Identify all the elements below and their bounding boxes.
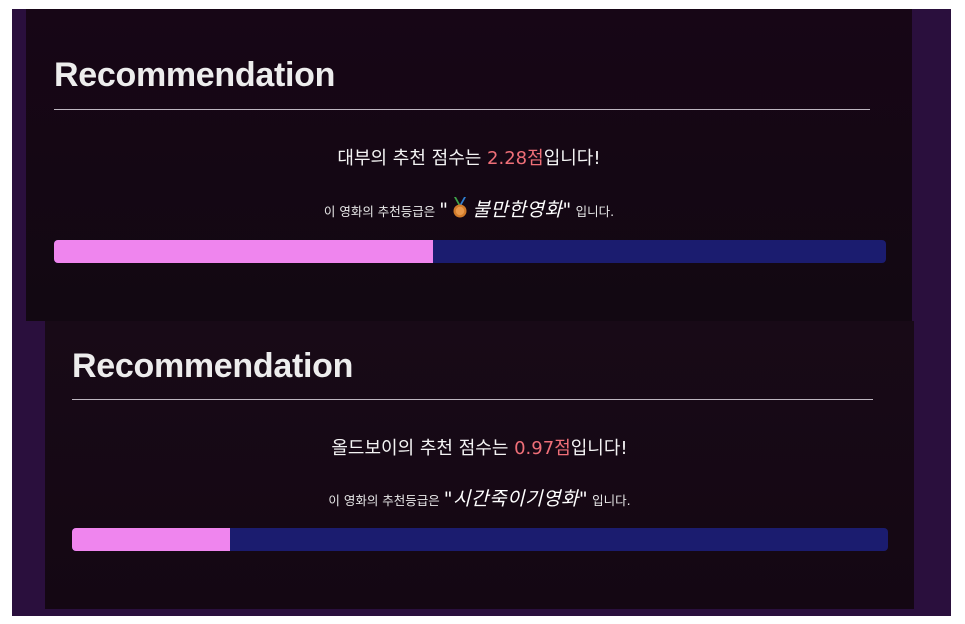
grade-line: 이 영화의 추천등급은 "시간죽이기영화" 입니다. bbox=[328, 488, 631, 510]
medal-icon bbox=[451, 197, 469, 222]
title-divider bbox=[54, 109, 870, 110]
movie-title: 대부 bbox=[337, 148, 371, 169]
score-progress-fill bbox=[72, 528, 231, 551]
score-value: 0.97점 bbox=[514, 438, 571, 459]
card-title: Recommendation bbox=[54, 56, 336, 94]
score-line: 올드보이의 추천 점수는 0.97점입니다! bbox=[331, 438, 628, 459]
score-progress-fill bbox=[54, 240, 434, 263]
score-line: 대부의 추천 점수는 2.28점입니다! bbox=[337, 148, 601, 169]
score-progress-bar bbox=[72, 528, 888, 551]
recommendation-card: Recommendation 올드보이의 추천 점수는 0.97점입니다! 이 … bbox=[45, 321, 914, 609]
score-value: 2.28점 bbox=[487, 148, 544, 169]
grade-name: 시간죽이기영화 bbox=[453, 488, 579, 510]
grade-line: 이 영화의 추천등급은 " 불만한영화" 입니다. bbox=[323, 197, 615, 222]
movie-title: 올드보이 bbox=[331, 438, 398, 459]
recommendation-card: Recommendation 대부의 추천 점수는 2.28점입니다! 이 영화… bbox=[26, 9, 912, 321]
grade-name: 불만한영화 bbox=[472, 199, 563, 221]
score-progress-bar bbox=[54, 240, 886, 263]
title-divider bbox=[72, 399, 873, 400]
card-title: Recommendation bbox=[72, 347, 354, 385]
